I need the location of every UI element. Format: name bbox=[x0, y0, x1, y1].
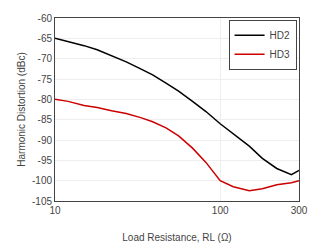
svg-text:Load Resistance, RL (Ω): Load Resistance, RL (Ω) bbox=[122, 232, 231, 243]
svg-text:-65: -65 bbox=[38, 33, 53, 44]
svg-text:-80: -80 bbox=[38, 94, 53, 105]
svg-text:HD2: HD2 bbox=[270, 30, 290, 41]
svg-text:-95: -95 bbox=[38, 155, 53, 166]
svg-text:-90: -90 bbox=[38, 135, 53, 146]
svg-text:300: 300 bbox=[291, 205, 308, 216]
svg-text:-100: -100 bbox=[32, 175, 52, 186]
svg-text:100: 100 bbox=[212, 205, 229, 216]
svg-text:-75: -75 bbox=[38, 74, 53, 85]
svg-text:10: 10 bbox=[49, 205, 61, 216]
svg-text:Harmonic Distortion (dBc): Harmonic Distortion (dBc) bbox=[16, 52, 27, 166]
svg-text:-105: -105 bbox=[32, 196, 52, 207]
svg-text:HD3: HD3 bbox=[270, 49, 290, 60]
svg-text:-85: -85 bbox=[38, 114, 53, 125]
svg-text:-60: -60 bbox=[38, 13, 53, 24]
svg-text:-70: -70 bbox=[38, 53, 53, 64]
